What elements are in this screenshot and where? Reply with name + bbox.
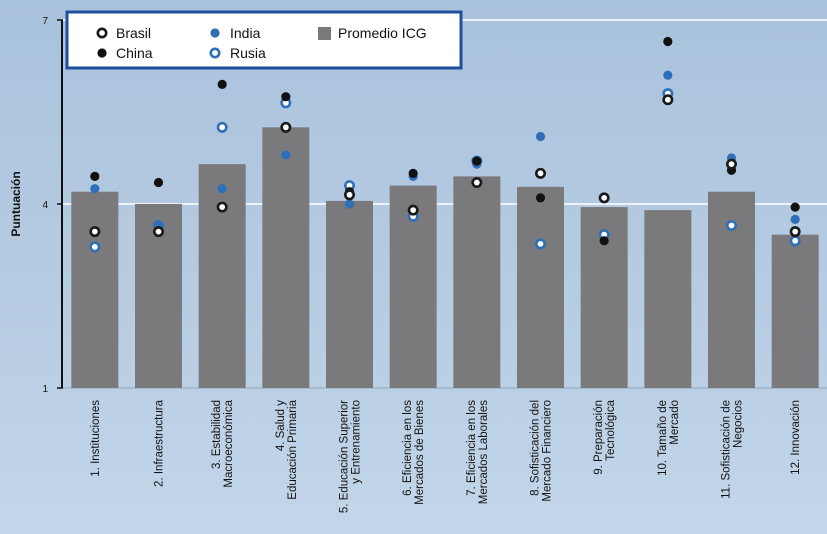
x-tick-label-line: y Entrenamiento [351,400,363,484]
marker-rusia-3 [216,121,228,133]
marker-china-1 [90,171,100,181]
marker-brasil-5 [343,189,355,201]
marker-brasil-12 [789,226,801,238]
x-tick-label-2: 2. Infraestructura [154,399,166,487]
marker-rusia-1 [89,241,101,253]
marker-india-1 [90,184,100,194]
x-tick-label-line: Tecnológica [605,399,617,460]
x-tick-label-6: 6. Eficiencia en losMercados de Bienes [402,400,426,505]
legend-marker-rusia [209,47,221,59]
x-tick-label-line: Negocios [733,400,745,448]
marker-china-12 [790,202,800,212]
marker-brasil-3 [216,201,228,213]
legend-marker-promedio [318,27,331,40]
bar-promedio-8 [517,186,564,388]
x-tick-label-line: 9. Preparación [593,400,605,475]
marker-china-3 [217,79,227,89]
legend-marker-china [97,48,107,58]
x-tick-label-line: Mercado Financiero [542,400,554,502]
x-tick-label-line: 7. Eficiencia en los [466,400,478,496]
x-tick-label-line: 4. Salud y [275,400,287,451]
bar-promedio-12 [771,234,819,388]
marker-brasil-7 [471,177,483,189]
marker-india-4 [281,150,291,160]
marker-china-10 [663,36,673,47]
bar-promedio-7 [453,176,501,388]
x-tick-label-line: 12. Innovación [790,400,802,475]
x-tick-label-line: Macroeconómica [223,399,235,487]
marker-india-5 [344,199,355,209]
bar-layer [71,127,819,388]
legend-label-china: China [116,45,153,61]
x-tick-label-line: 5. Educación Superior [339,400,351,513]
legend-label-india: India [230,25,261,41]
x-tick-label-line: Mercados de Bienes [414,400,426,505]
bar-promedio-3 [198,164,246,388]
legend-label-rusia: Rusia [230,45,266,61]
bar-promedio-4 [262,127,310,388]
x-tick-label-line: Educación Primaria [287,399,299,499]
x-tick-label-4: 4. Salud yEducación Primaria [275,399,299,499]
y-tick-label-1: 4 [42,200,48,211]
x-tick-label-line: 1. Instituciones [90,400,102,477]
x-tick-label-1: 1. Instituciones [90,400,102,477]
x-tick-label-line: 2. Infraestructura [154,399,166,487]
x-tick-label-line: 3. Estabilidad [211,400,223,469]
y-tick-layer: 1 4 7 [42,16,63,395]
legend-marker-india [210,28,220,38]
bar-promedio-1 [71,191,119,388]
marker-layer [89,36,801,253]
x-tick-label-line: 8. Sofisticación del [530,400,542,496]
x-tick-label-3: 3. EstabilidadMacroeconómica [211,399,235,487]
marker-china-9 [599,236,609,246]
marker-rusia-8 [534,238,546,250]
marker-brasil-4 [280,121,292,133]
x-tick-label-line: 11. Sofisticación de [721,400,733,499]
legend-label-promedio: Promedio ICG [338,25,427,41]
legend: Brasil China India Rusia Promedio ICG [65,10,463,70]
x-tick-label-8: 8. Sofisticación delMercado Financiero [530,400,554,502]
marker-india-3 [217,184,227,194]
x-tick-label-line: Mercado [669,400,681,445]
marker-brasil-11 [725,158,737,170]
marker-brasil-8 [534,167,546,179]
x-tick-label-10: 10. Tamaño deMercado [657,400,681,476]
bar-promedio-10 [644,210,692,388]
marker-rusia-12 [789,235,801,247]
marker-china-2 [153,177,164,188]
marker-brasil-10 [662,94,674,106]
marker-india-10 [663,70,673,80]
marker-india-8 [535,131,546,142]
marker-brasil-9 [598,192,610,204]
marker-brasil-6 [407,204,419,216]
x-tick-label-line: 6. Eficiencia en los [402,400,414,496]
x-tick-label-7: 7. Eficiencia en losMercados Laborales [466,400,490,504]
marker-china-6 [408,168,418,178]
marker-china-7 [472,156,482,166]
y-tick-label-0: 1 [42,384,48,395]
x-tick-label-9: 9. PreparaciónTecnológica [593,399,617,474]
marker-china-4 [281,92,291,102]
legend-box [65,10,463,70]
y-axis-label: Puntuación [9,171,23,236]
marker-china-8 [535,193,546,203]
marker-brasil-2 [153,226,165,238]
marker-brasil-1 [89,226,101,238]
y-tick-label-2: 7 [42,16,48,27]
marker-rusia-11 [725,219,737,231]
legend-label-brasil: Brasil [116,25,151,41]
x-tick-label-line: 10. Tamaño de [657,400,669,476]
bar-promedio-5 [326,200,373,388]
x-tick-label-12: 12. Innovación [790,400,802,475]
x-tick-label-layer: 1. Instituciones 2. Infraestructura 3. Est… [90,399,802,513]
x-tick-label-11: 11. Sofisticación deNegocios [721,400,745,499]
legend-marker-brasil [96,27,108,39]
x-tick-label-5: 5. Educación Superiory Entrenamiento [339,400,363,513]
x-tick-label-line: Mercados Laborales [478,400,490,504]
marker-india-12 [790,214,800,224]
